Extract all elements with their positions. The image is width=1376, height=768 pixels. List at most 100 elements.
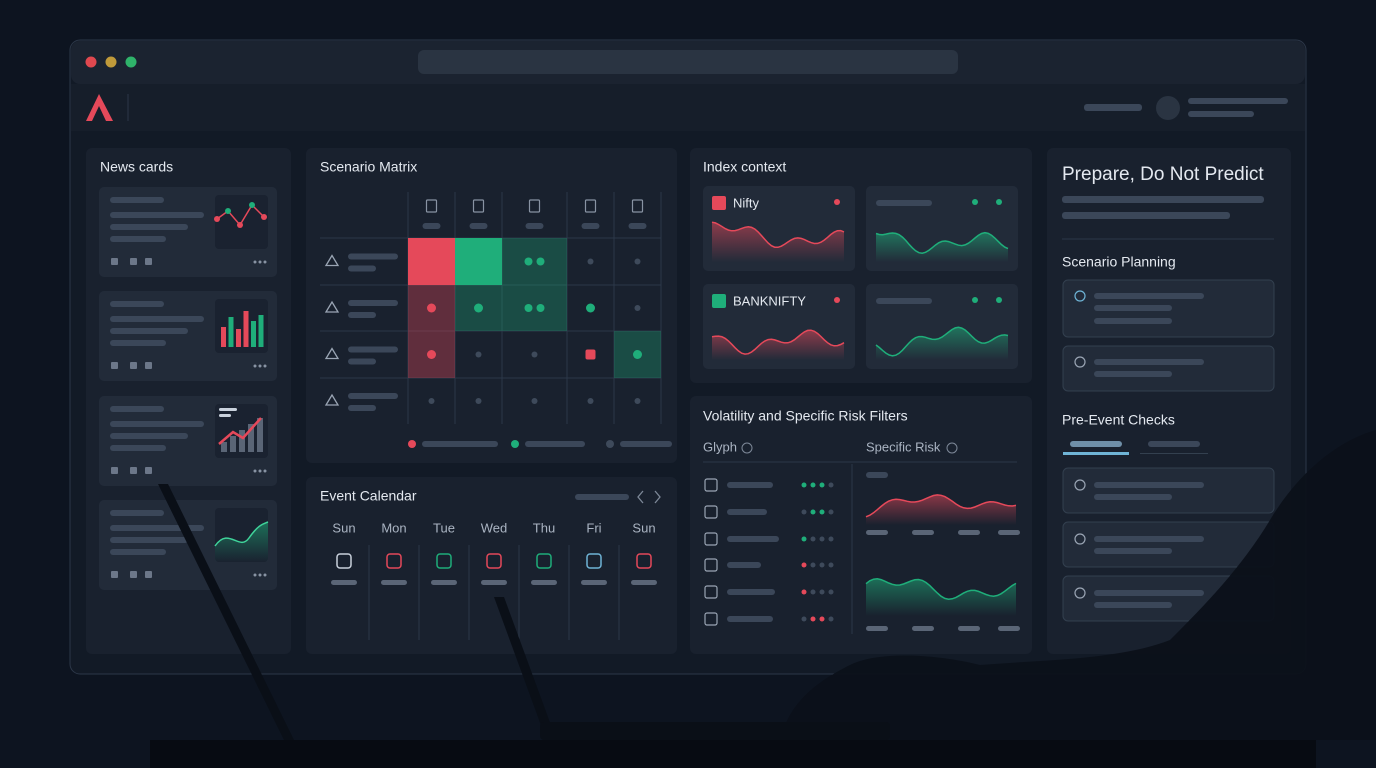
decoration: [996, 199, 1002, 205]
decoration: [801, 509, 807, 515]
day-label: Fri: [586, 520, 601, 535]
decoration: [110, 340, 166, 346]
decoration: [1062, 467, 1275, 514]
decoration: [620, 441, 672, 447]
decoration: [1094, 548, 1172, 554]
decoration: [258, 364, 262, 368]
decoration: [1063, 452, 1129, 455]
decoration: [253, 260, 257, 264]
decoration: [263, 260, 267, 264]
decoration: [455, 238, 502, 285]
decoration: [1062, 212, 1230, 219]
decoration: [1070, 441, 1122, 447]
decoration: [481, 580, 507, 585]
decoration: [215, 522, 268, 562]
decoration: [263, 469, 267, 473]
decoration: [1094, 293, 1204, 299]
day-label: Sun: [332, 520, 355, 535]
decoration: [581, 580, 607, 585]
decoration: [422, 441, 498, 447]
decoration: [218, 417, 262, 445]
decoration: [110, 433, 188, 439]
decoration: [606, 440, 614, 448]
decoration: [258, 315, 264, 347]
decoration: [810, 536, 816, 542]
decoration: [502, 238, 567, 285]
decoration: [1074, 290, 1086, 302]
decoration: [502, 285, 567, 331]
decoration: [221, 442, 227, 452]
decoration: [1074, 533, 1086, 545]
decoration: [324, 393, 340, 406]
decoration: [866, 494, 1016, 525]
decoration: [586, 553, 602, 569]
decoration: [628, 223, 647, 229]
decoration: [158, 484, 295, 742]
day-label: Tue: [433, 520, 455, 535]
decoration: [263, 364, 267, 368]
decoration: [130, 362, 137, 369]
decoration: [704, 558, 718, 572]
decoration: [711, 329, 845, 355]
decoration: [958, 626, 980, 631]
decoration: [810, 509, 816, 515]
decoration: [810, 482, 816, 488]
decoration: [258, 573, 262, 577]
decoration: [511, 440, 519, 448]
decoration: [727, 536, 779, 542]
decoration: [1148, 441, 1200, 447]
decoration: [819, 509, 825, 515]
decoration: [237, 222, 243, 228]
decoration: [958, 530, 980, 535]
decoration: [540, 722, 890, 740]
decoration: [741, 442, 753, 454]
decoration: [634, 398, 641, 404]
decoration: [239, 430, 245, 452]
column-header: Specific Risk: [866, 439, 941, 454]
column-header: Glyph: [703, 439, 737, 454]
decoration: [998, 626, 1020, 631]
decoration: [110, 510, 164, 516]
decoration: [912, 626, 934, 631]
decoration: [585, 349, 596, 360]
decoration: [230, 436, 236, 452]
decoration: [946, 442, 958, 454]
day-label: Wed: [481, 520, 508, 535]
decoration: [145, 362, 152, 369]
decoration: [587, 258, 594, 265]
decoration: [348, 265, 376, 272]
decoration: [258, 260, 262, 264]
decoration: [494, 597, 552, 728]
decoration: [1094, 536, 1204, 542]
decoration: [110, 316, 204, 322]
decoration: [408, 440, 416, 448]
decoration: [110, 549, 166, 555]
decoration: [130, 571, 137, 578]
decoration: [1074, 587, 1086, 599]
decoration: [780, 430, 1376, 740]
decoration: [1140, 453, 1208, 454]
decoration: [1074, 479, 1086, 491]
decoration: [110, 445, 166, 451]
decoration: [876, 232, 1008, 262]
decoration: [1094, 494, 1172, 500]
sidebar-title: Prepare, Do Not Predict: [1062, 164, 1264, 185]
decoration: [130, 258, 137, 265]
decoration: [865, 578, 1017, 600]
panel-title: Index context: [703, 159, 786, 175]
decoration: [1062, 521, 1275, 568]
decoration: [145, 467, 152, 474]
day-label: Sun: [632, 520, 655, 535]
panel-title: Volatility and Specific Risk Filters: [703, 408, 908, 424]
decoration: [810, 589, 816, 595]
decoration: [348, 405, 376, 411]
decoration: [536, 553, 552, 569]
decoration: [475, 398, 482, 404]
decoration: [110, 537, 188, 543]
decoration: [711, 221, 845, 249]
decoration: [105, 56, 117, 68]
decoration: [150, 740, 1316, 768]
decoration: [996, 297, 1002, 303]
section-title: Scenario Planning: [1062, 254, 1176, 270]
decoration: [631, 580, 657, 585]
